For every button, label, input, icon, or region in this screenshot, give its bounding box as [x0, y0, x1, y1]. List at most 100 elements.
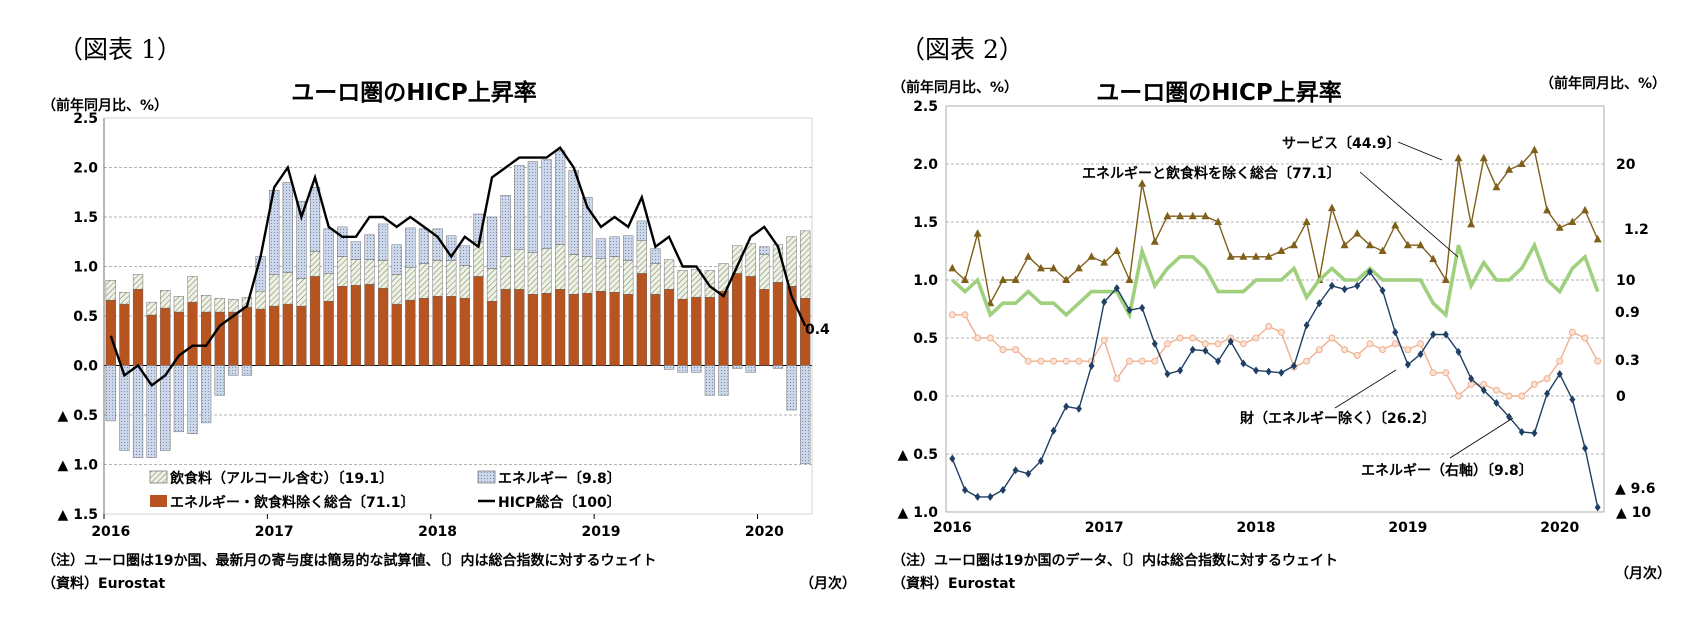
bar-energy — [255, 256, 266, 292]
y-tick-label: 2.5 — [73, 111, 98, 127]
point-energy — [1025, 469, 1032, 478]
point-goods-ex-energy — [1163, 340, 1171, 348]
bar-core — [514, 289, 525, 366]
bar-energy — [119, 365, 130, 451]
point-services — [1441, 275, 1450, 283]
point-services — [1087, 252, 1096, 260]
bar-food — [704, 270, 715, 298]
point-energy — [1582, 444, 1589, 453]
bar-food — [446, 260, 457, 297]
point-services — [1340, 240, 1349, 249]
bar-energy — [514, 165, 525, 250]
point-energy — [1202, 346, 1209, 355]
pointer-energy — [1449, 417, 1514, 459]
bar-core — [378, 288, 389, 366]
plot-frame — [945, 105, 1605, 513]
bar-energy — [677, 365, 688, 373]
point-energy — [1417, 350, 1424, 359]
y-tick-label: 1.0 — [913, 273, 938, 289]
point-goods-ex-energy — [1075, 357, 1083, 365]
point-goods-ex-energy — [1113, 375, 1121, 383]
bar-food — [418, 263, 430, 299]
bar-food — [623, 260, 634, 295]
point-goods-ex-energy — [1125, 357, 1133, 365]
point-energy — [1594, 503, 1601, 512]
line-core-ex-energy-food — [951, 240, 1600, 321]
point-goods-ex-energy — [1442, 369, 1450, 377]
bar-core — [772, 282, 784, 366]
point-energy — [1075, 404, 1082, 413]
point-goods-ex-energy — [1189, 334, 1197, 342]
bar-core — [160, 307, 171, 366]
point-services — [1568, 217, 1577, 225]
bar-energy — [486, 216, 498, 269]
figure-2-source: （資料）Eurostat — [892, 575, 1016, 592]
bar-food — [350, 259, 361, 286]
bar-food — [405, 267, 416, 301]
bar-energy — [704, 365, 715, 396]
point-energy — [1126, 306, 1133, 315]
x-tick-label: 2018 — [1237, 520, 1276, 536]
point-energy — [1177, 366, 1184, 375]
point-services — [1353, 229, 1362, 237]
point-energy — [1392, 328, 1399, 337]
bar-food — [201, 295, 212, 313]
point-energy — [1151, 339, 1158, 348]
point-services — [960, 275, 969, 283]
point-energy — [1101, 298, 1108, 307]
point-energy — [961, 485, 968, 494]
point-energy — [1290, 361, 1297, 370]
point-energy — [1493, 398, 1500, 407]
bar-energy — [187, 365, 198, 435]
point-energy — [949, 454, 956, 463]
plot-frame — [103, 117, 813, 515]
point-energy — [1531, 429, 1538, 438]
point-energy — [1088, 361, 1095, 370]
figure-2-y-axis-label: （前年同月比、%） — [892, 79, 1018, 96]
point-services — [1543, 205, 1552, 214]
x-tick-label: 2016 — [933, 520, 972, 536]
bar-energy — [541, 159, 552, 249]
point-goods-ex-energy — [1062, 357, 1070, 365]
point-services — [1302, 217, 1311, 225]
point-energy — [1544, 389, 1551, 398]
bar-energy — [296, 200, 307, 279]
bar-food — [650, 263, 661, 295]
end-label-energy: ▲ 9.6 — [1615, 481, 1655, 497]
bar-food — [337, 256, 348, 287]
point-energy — [1113, 284, 1120, 293]
point-services — [1100, 258, 1109, 266]
bar-core — [446, 296, 457, 366]
bar-food — [105, 280, 116, 301]
point-energy — [1404, 360, 1411, 369]
bar-core — [595, 291, 607, 366]
point-goods-ex-energy — [986, 334, 994, 342]
legend-label-hicp: HICP総合〔100〕 — [498, 494, 621, 511]
point-services — [1593, 234, 1602, 243]
bar-food — [677, 270, 688, 300]
point-services — [1429, 254, 1438, 263]
y-tick-label: 0.0 — [73, 359, 98, 375]
figure-1-y-ticks: 2.5 2.0 1.5 1.0 0.5 0.0 ▲ 0.5 ▲ 1.0 ▲ 1.5 — [58, 111, 99, 523]
figure-1-line — [109, 146, 807, 387]
point-goods-ex-energy — [1239, 340, 1247, 348]
bar-core — [568, 294, 579, 366]
bar-food — [364, 259, 375, 285]
point-services — [1074, 263, 1083, 272]
figure-2-y-ticks: 2.5 2.0 1.5 1.0 0.5 0.0 ▲ 0.5 ▲ 1.0 — [898, 99, 939, 521]
y-tick-label: 0.5 — [913, 331, 938, 347]
point-services — [1378, 246, 1387, 254]
point-energy — [1240, 359, 1247, 368]
bar-food — [527, 252, 538, 295]
point-goods-ex-energy — [961, 311, 969, 319]
bar-energy — [500, 195, 511, 257]
point-goods-ex-energy — [1341, 346, 1349, 354]
figure-2-gridlines — [945, 105, 1605, 513]
label-goods: 財（エネルギー除く）〔26.2〕 — [1239, 410, 1436, 427]
figure-2-series — [948, 145, 1602, 512]
legend-label-food: 飲食料（アルコール含む）〔19.1〕 — [169, 470, 393, 487]
bar-food — [323, 273, 334, 302]
point-services — [1201, 211, 1210, 220]
bar-core — [132, 289, 144, 366]
point-services — [1479, 153, 1488, 162]
